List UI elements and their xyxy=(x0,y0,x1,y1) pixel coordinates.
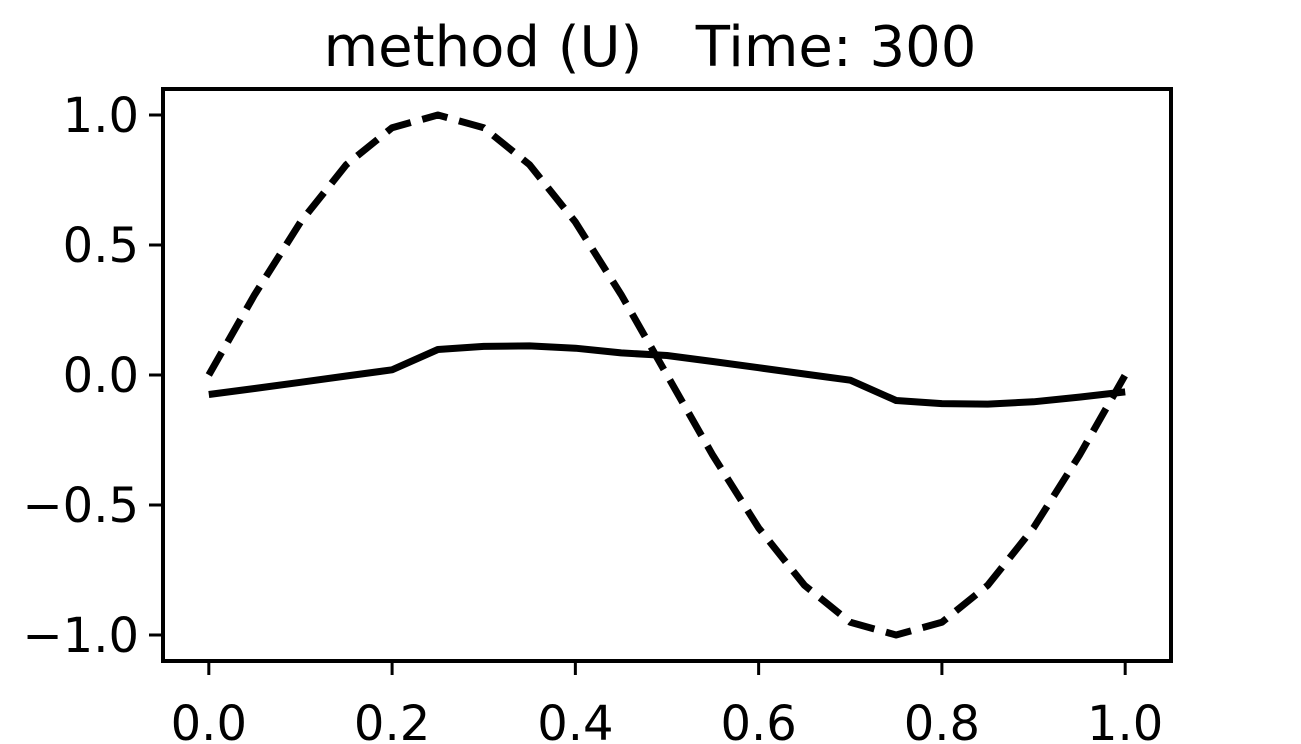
plot-frame xyxy=(161,87,1173,663)
series-line-dashed xyxy=(205,111,1129,639)
series-line-solid xyxy=(208,342,1126,408)
y-tick-label: 0.5 xyxy=(63,218,139,274)
series-layer xyxy=(205,111,1129,639)
y-tick-label: −0.5 xyxy=(22,478,139,534)
x-tick-label: 0.8 xyxy=(904,696,980,744)
y-tick-label: 1.0 xyxy=(63,88,139,144)
x-tick-label: 0.2 xyxy=(354,696,430,744)
chart-title: method (U) Time: 300 xyxy=(324,15,977,80)
x-tick-label: 0.4 xyxy=(537,696,613,744)
x-tick-label: 0.6 xyxy=(720,696,796,744)
ticks-layer: 0.0 0.2 0.4 0.6 0.8 1.0 1.0 0.5 0.0 −0.5 −1.0 xyxy=(22,88,1163,744)
y-tick-label: 0.0 xyxy=(63,348,139,404)
x-tick-label: 1.0 xyxy=(1087,696,1163,744)
x-tick-label: 0.0 xyxy=(171,696,247,744)
y-tick-label: −1.0 xyxy=(22,608,139,664)
